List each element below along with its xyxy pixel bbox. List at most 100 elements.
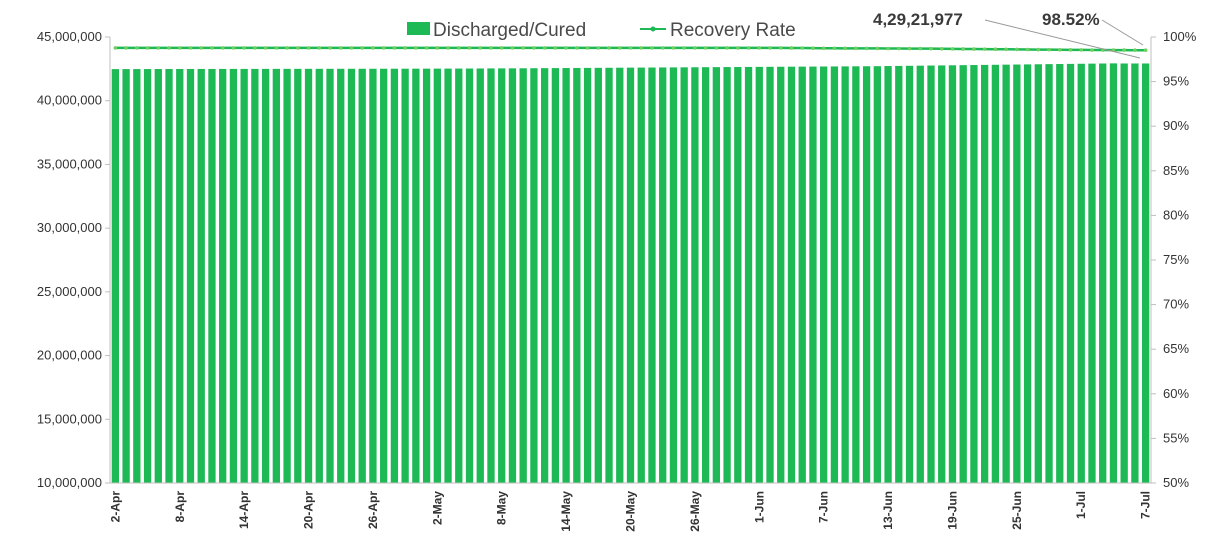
bar [809, 66, 817, 484]
recovery-rate-point [854, 46, 858, 51]
bar [358, 68, 366, 483]
bar [444, 68, 452, 483]
bar [401, 68, 409, 484]
recovery-rate-point [489, 46, 493, 50]
bar [283, 68, 291, 483]
recovery-rate-point [1004, 47, 1008, 52]
recovery-rate-point [349, 46, 354, 50]
recovery-rate-point [918, 46, 923, 51]
line-series-recovery-rate [113, 46, 1148, 53]
recovery-rate-point [757, 46, 762, 50]
bar [197, 68, 205, 484]
recovery-rate-point [1047, 47, 1051, 52]
x-tick-label: 25-Jun [1010, 491, 1024, 530]
legend: Discharged/Cured Recovery Rate [407, 20, 796, 41]
recovery-rate-point [832, 46, 837, 51]
recovery-rate-point [403, 46, 407, 50]
bar [916, 65, 924, 484]
bar [186, 68, 195, 483]
recovery-rate-point [467, 46, 472, 50]
recovery-rate-point [725, 46, 729, 50]
callout-recovery-value: 98.52% [1042, 10, 1100, 29]
bar [433, 68, 441, 483]
bar [562, 68, 570, 483]
bar [712, 67, 721, 484]
recovery-rate-point [392, 46, 397, 50]
bar [261, 68, 270, 483]
bar [337, 68, 345, 483]
right-tick-label: 75% [1163, 252, 1189, 267]
recovery-rate-point [263, 46, 268, 50]
x-tick-label: 13-Jun [881, 491, 895, 530]
x-axis: 2-Apr 8-Apr 14-Apr 20-Apr 26-Apr 2-May 8-May 14… [108, 482, 1153, 532]
bar [852, 66, 860, 484]
recovery-rate-point [886, 46, 890, 51]
bar [959, 65, 967, 483]
recovery-rate-point [253, 46, 257, 50]
recovery-rate-point [982, 47, 987, 51]
recovery-rate-point [414, 46, 418, 50]
bar [369, 68, 377, 484]
recovery-rate-point [510, 46, 515, 50]
recovery-rate-point [800, 46, 805, 50]
bar [981, 64, 989, 483]
recovery-rate-point [821, 46, 826, 51]
right-tick-label: 85% [1163, 163, 1189, 178]
x-tick-label: 2-Apr [108, 491, 122, 523]
recovery-rate-point [746, 46, 751, 50]
bar [734, 67, 742, 483]
bar [154, 69, 162, 483]
bar [701, 67, 710, 484]
recovery-rate-point [596, 46, 601, 50]
bar [530, 68, 538, 483]
recovery-rate-point [875, 46, 880, 51]
bar [820, 66, 828, 483]
bar [133, 69, 141, 483]
bar [208, 68, 216, 483]
recovery-rate-point [864, 46, 869, 51]
recovery-rate-point [1143, 48, 1148, 53]
bar [938, 65, 946, 484]
bar [240, 68, 248, 483]
x-tick-label: 19-Jun [945, 491, 959, 530]
bar [143, 69, 152, 484]
recovery-rate-point [1068, 48, 1073, 52]
right-tick-label: 60% [1163, 386, 1189, 401]
recovery-rate-point [220, 46, 225, 50]
recovery-rate-point [682, 46, 686, 50]
x-tick-label: 26-May [688, 491, 702, 532]
bar [251, 68, 259, 483]
recovery-rate-point [521, 46, 525, 50]
recovery-rate-point [285, 46, 289, 50]
bar [755, 66, 763, 483]
recovery-rate-point [639, 46, 644, 50]
bar [605, 67, 613, 484]
recovery-rate-point [1015, 47, 1019, 52]
right-tick-label: 55% [1163, 430, 1189, 445]
bar [498, 68, 506, 483]
bar [873, 66, 881, 483]
bar [659, 67, 667, 483]
bar [390, 68, 399, 484]
recovery-rate-point [778, 46, 783, 50]
left-tick-label: 45,000,000 [37, 29, 102, 44]
bar [465, 68, 474, 484]
bar [862, 66, 871, 483]
callout-discharged-leader [984, 19, 1141, 59]
bar [798, 66, 806, 484]
bar [165, 69, 173, 483]
callout-recovery-leader [1101, 19, 1144, 46]
bar [573, 67, 581, 483]
left-tick-label: 10,000,000 [37, 475, 102, 490]
recovery-rate-point [660, 46, 665, 50]
x-tick-label: 20-May [624, 491, 638, 532]
recovery-rate-point [907, 46, 912, 51]
right-tick-label: 95% [1163, 74, 1189, 89]
recovery-rate-point [478, 46, 483, 50]
x-tick-label: 2-May [430, 491, 444, 525]
recovery-rate-point [371, 46, 375, 50]
legend-swatch-discharged [407, 22, 430, 35]
bar [347, 68, 356, 483]
bar [476, 68, 484, 483]
recovery-rate-point [811, 46, 815, 50]
